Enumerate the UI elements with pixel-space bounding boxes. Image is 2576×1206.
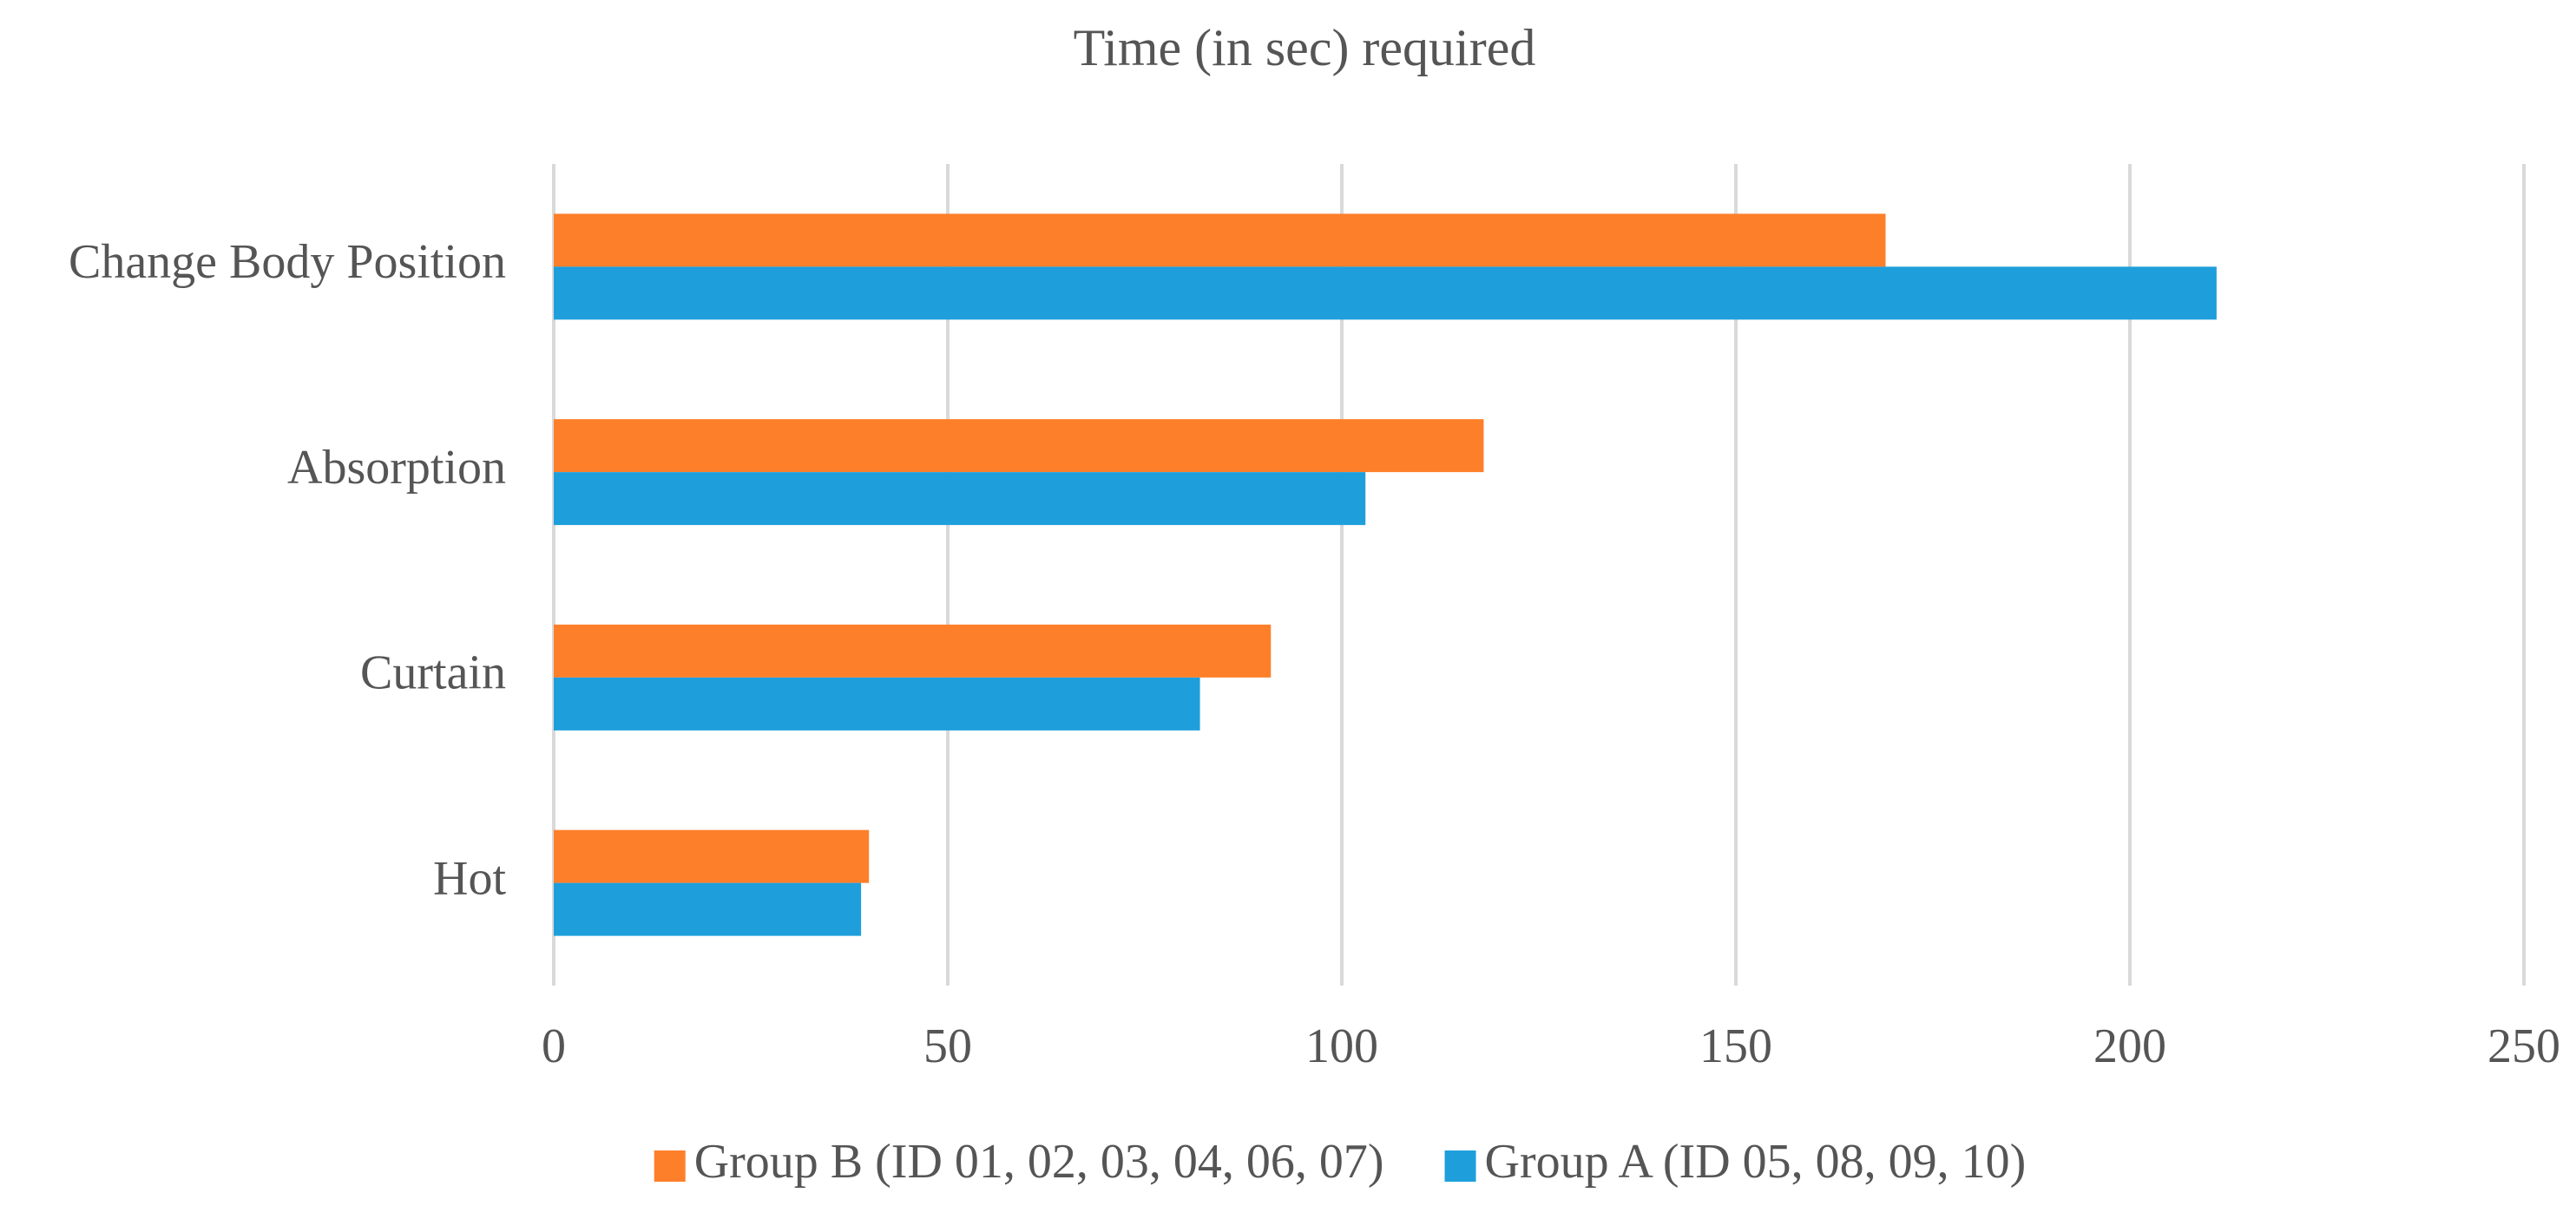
y-tick-label: Hot (433, 851, 506, 905)
x-tick-label: 250 (2487, 1019, 2560, 1073)
legend-label: Group B (ID 01, 02, 03, 04, 06, 07) (694, 1135, 1384, 1189)
x-tick-label: 200 (2093, 1019, 2166, 1073)
x-tick-label: 150 (1699, 1019, 1772, 1073)
bar (554, 677, 1200, 731)
bar (554, 472, 1366, 526)
bar (554, 419, 1484, 473)
bar (554, 624, 1272, 678)
bar (554, 266, 2217, 320)
x-tick-label: 50 (923, 1019, 972, 1073)
legend-swatch (1444, 1150, 1476, 1182)
bar (554, 829, 870, 883)
legend-label: Group A (ID 05, 08, 09, 10) (1485, 1135, 2027, 1189)
legend-swatch (654, 1150, 686, 1182)
y-tick-label: Change Body Position (69, 235, 506, 289)
x-tick-label: 0 (542, 1019, 566, 1073)
y-tick-label: Absorption (287, 441, 506, 495)
bar (554, 213, 1886, 267)
bar (554, 882, 862, 936)
x-tick-label: 100 (1305, 1019, 1378, 1073)
chart-title: Time (in sec) required (1074, 19, 1536, 76)
y-tick-label: Curtain (360, 646, 506, 700)
legend: Group B (ID 01, 02, 03, 04, 06, 07) Group… (654, 1135, 2027, 1189)
